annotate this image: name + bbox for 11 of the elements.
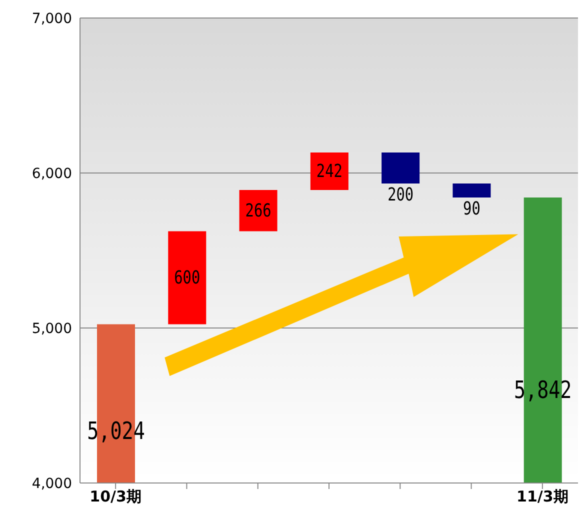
x-tick-label: 10/3期 bbox=[90, 488, 142, 506]
data-label: 600 bbox=[174, 267, 200, 288]
y-tick-label: 6,000 bbox=[32, 166, 72, 182]
data-label: 90 bbox=[463, 198, 480, 219]
y-tick-label: 7,000 bbox=[32, 10, 72, 27]
y-tick-label: 4,000 bbox=[32, 476, 72, 492]
data-label: 242 bbox=[316, 160, 342, 182]
data-label: 266 bbox=[245, 200, 272, 221]
data-label: 200 bbox=[388, 184, 414, 205]
x-tick-label: 11/3期 bbox=[516, 488, 568, 506]
y-tick-label: 5,000 bbox=[32, 320, 72, 337]
